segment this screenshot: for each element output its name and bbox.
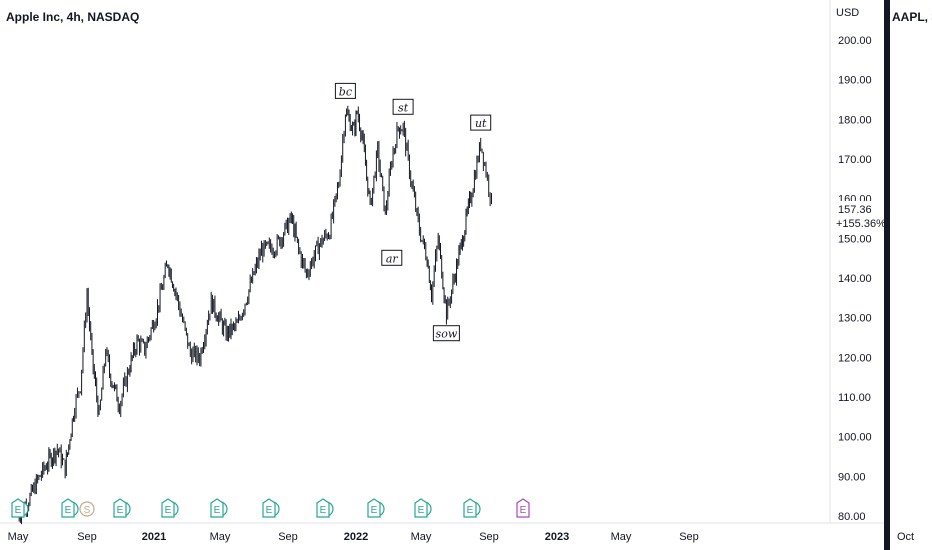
annotation-sow: sow xyxy=(436,328,458,341)
time-tick-10: Sep xyxy=(679,531,699,543)
time-tick-1: Sep xyxy=(77,531,97,543)
earnings-marker-1[interactable]: E xyxy=(61,498,79,518)
time-tick-8: 2023 xyxy=(545,531,569,543)
svg-text:E: E xyxy=(371,505,378,516)
last-price-change: +155.36% xyxy=(836,218,886,230)
annotation-bc: bc xyxy=(339,85,352,98)
price-tick-12: 80.00 xyxy=(838,511,866,523)
earnings-marker-0[interactable]: E xyxy=(11,498,29,518)
price-tick-11: 90.00 xyxy=(838,471,866,483)
svg-text:E: E xyxy=(65,505,72,516)
secondary-chart-title: AAPL, 3D xyxy=(892,10,932,24)
time-tick-9: May xyxy=(611,531,632,543)
annotation-st: st xyxy=(398,101,409,114)
annotation-box-sow xyxy=(432,325,460,342)
time-tick-7: Sep xyxy=(479,531,499,543)
secondary-time-tick: Oct xyxy=(897,531,914,543)
split-marker-2[interactable]: S xyxy=(79,501,95,517)
pane-separator[interactable] xyxy=(884,0,890,550)
svg-text:E: E xyxy=(266,505,273,516)
earnings-marker-9[interactable]: E xyxy=(414,498,432,518)
price-tick-2: 180.00 xyxy=(838,114,872,126)
last-price-label: 157.36 +155.36% xyxy=(832,201,886,231)
annotation-ar: ar xyxy=(386,252,399,265)
svg-text:E: E xyxy=(165,505,172,516)
price-axis-currency: USD xyxy=(836,7,859,19)
earnings-marker-11[interactable]: E xyxy=(516,498,530,518)
annotation-box-ut xyxy=(470,114,492,131)
price-tick-9: 110.00 xyxy=(838,392,871,404)
time-tick-2: 2021 xyxy=(142,531,166,543)
earnings-marker-5[interactable]: E xyxy=(210,498,228,518)
svg-text:E: E xyxy=(418,505,425,516)
price-tick-10: 100.00 xyxy=(838,432,872,444)
candles-layer xyxy=(17,105,493,525)
annotations-layer: bc st ar sow ut xyxy=(334,82,492,342)
price-tick-3: 170.00 xyxy=(838,154,872,166)
earnings-marker-8[interactable]: E xyxy=(367,498,385,518)
chart-title: Apple Inc, 4h, NASDAQ xyxy=(6,10,140,24)
price-tick-5: 150.00 xyxy=(838,233,872,245)
svg-text:E: E xyxy=(467,505,474,516)
earnings-marker-3[interactable]: E xyxy=(113,498,131,518)
svg-text:E: E xyxy=(214,505,221,516)
svg-text:E: E xyxy=(15,505,22,516)
price-axis[interactable]: USD 200.00190.00180.00170.00160.00150.00… xyxy=(836,7,872,523)
price-tick-1: 190.00 xyxy=(838,75,872,87)
time-tick-4: Sep xyxy=(278,531,298,543)
earnings-marker-7[interactable]: E xyxy=(316,498,334,518)
earnings-marker-6[interactable]: E xyxy=(262,498,280,518)
earnings-marker-4[interactable]: E xyxy=(161,498,179,518)
annotation-box-ar xyxy=(381,249,403,266)
annotation-ut: ut xyxy=(475,117,487,130)
svg-text:E: E xyxy=(520,505,527,516)
price-tick-7: 130.00 xyxy=(838,313,872,325)
annotation-box-st xyxy=(392,98,414,115)
time-tick-5: 2022 xyxy=(344,531,368,543)
price-tick-8: 120.00 xyxy=(838,352,872,364)
earnings-marker-10[interactable]: E xyxy=(463,498,481,518)
svg-text:S: S xyxy=(84,505,91,516)
annotation-box-bc xyxy=(334,82,356,99)
time-tick-3: May xyxy=(210,531,231,543)
time-tick-6: May xyxy=(411,531,432,543)
time-axis[interactable]: May Sep 2021 May Sep 2022 May Sep 2023 May Sep xyxy=(8,531,699,543)
svg-text:E: E xyxy=(320,505,327,516)
last-price-value: 157.36 xyxy=(838,204,872,216)
price-tick-0: 200.00 xyxy=(838,35,872,47)
svg-text:E: E xyxy=(117,505,124,516)
time-tick-0: May xyxy=(8,531,29,543)
price-tick-6: 140.00 xyxy=(838,273,872,285)
